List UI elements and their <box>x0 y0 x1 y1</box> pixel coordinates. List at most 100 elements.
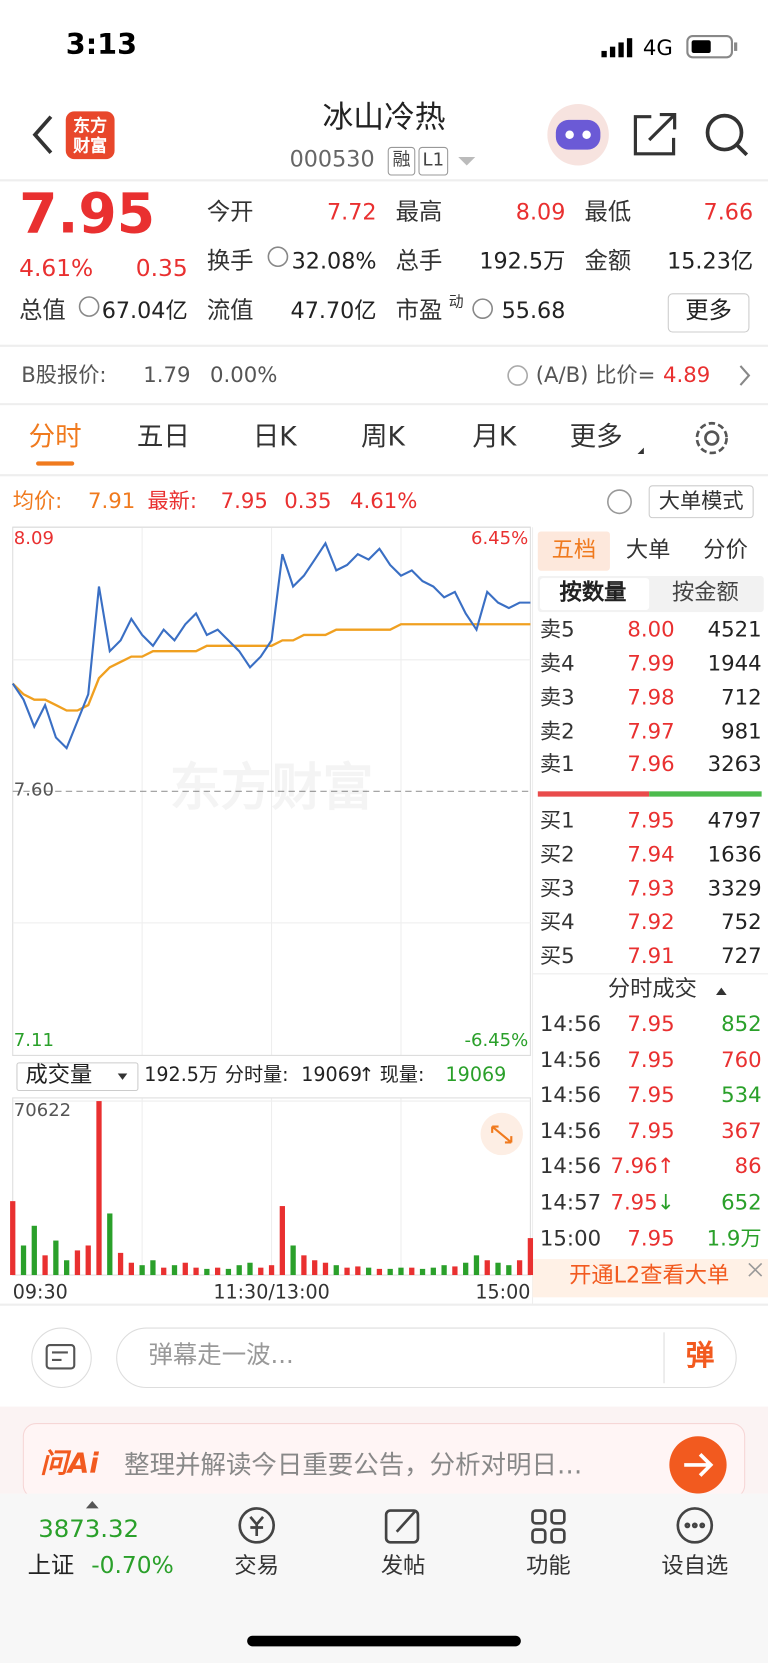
stat-value: 192.5万 <box>479 248 566 275</box>
trade-price: 7.95 <box>627 1010 675 1037</box>
volume-bar <box>387 1268 393 1276</box>
nav-item[interactable]: 设自选 <box>661 1553 729 1579</box>
trade-arrow: ↓ <box>656 1189 675 1215</box>
trade-price: 7.95 <box>627 1225 675 1251</box>
ai-prompt[interactable]: 整理并解读今日重要公告，分析对明日… <box>124 1449 583 1480</box>
ab-ratio: 4.89 <box>662 361 711 388</box>
stat-label: 总手 <box>395 248 443 275</box>
expand-button[interactable] <box>480 1112 523 1156</box>
danmaku-button[interactable]: 弹 <box>685 1339 715 1373</box>
trade-volume: 86 <box>734 1153 762 1179</box>
search-button[interactable] <box>705 113 749 157</box>
trades-title: 分时成交 <box>607 976 697 1002</box>
mode-button-text[interactable]: 大单模式 <box>658 487 744 514</box>
battery-icon <box>686 35 738 59</box>
stat-value: 32.08% <box>291 248 377 275</box>
more-button-text[interactable]: 更多 <box>685 297 732 325</box>
book-volume: 4521 <box>707 616 762 642</box>
b-share-price: 1.79 <box>143 361 191 388</box>
more-button[interactable] <box>667 293 750 333</box>
danmaku-settings[interactable] <box>31 1327 92 1389</box>
panel-mode[interactable]: 按金额 <box>671 579 739 606</box>
volume-bar <box>333 1265 339 1276</box>
volume-bar <box>409 1267 415 1276</box>
latest-pct: 4.61% <box>350 487 418 514</box>
volume-selector[interactable] <box>16 1062 139 1092</box>
panel-mode[interactable]: 按数量 <box>559 579 627 606</box>
latest-label: 最新: <box>147 487 198 514</box>
ai-go-button[interactable] <box>669 1436 727 1494</box>
book-price: 7.94 <box>627 841 675 867</box>
chart-tab[interactable]: 周K <box>360 421 405 453</box>
comment-input[interactable] <box>116 1327 737 1389</box>
nav-item[interactable]: 交易 <box>234 1553 279 1579</box>
chart-tab[interactable]: 分时 <box>28 421 82 453</box>
comment-placeholder[interactable]: 弹幕走一波... <box>148 1342 294 1370</box>
dropdown-icon[interactable] <box>458 156 476 166</box>
stat-label: 最低 <box>584 199 632 226</box>
logo-text: 东方财富 <box>73 115 108 156</box>
stat-label: 今开 <box>206 199 254 226</box>
chevron[interactable] <box>739 365 751 386</box>
total-volume: 192.5万 <box>144 1064 219 1087</box>
sell-strength <box>537 791 650 797</box>
info-icon <box>78 246 493 320</box>
mode-button[interactable] <box>648 485 754 519</box>
stock-name: 冰山冷热 <box>322 98 446 135</box>
volume-bar <box>10 1201 16 1276</box>
book-label: 卖4 <box>539 650 575 676</box>
buy-strength <box>649 791 762 797</box>
latest-change: 0.35 <box>284 487 332 514</box>
book-label: 买4 <box>539 909 575 935</box>
l2-banner-text[interactable]: 开通L2查看大单 <box>569 1262 730 1289</box>
l2-banner[interactable] <box>532 1259 768 1298</box>
volume-bar <box>182 1262 188 1276</box>
volume-bar <box>452 1266 458 1276</box>
b-share-pct: 0.00% <box>210 361 278 388</box>
volume-selector-text[interactable]: 成交量 <box>25 1062 93 1088</box>
stat-value: 7.72 <box>326 199 377 226</box>
volume-bar <box>279 1206 285 1276</box>
volume-bar <box>236 1265 242 1276</box>
chart-tab[interactable]: 日K <box>252 421 297 453</box>
book-price: 7.93 <box>627 875 675 901</box>
trade-time: 14:56 <box>539 1081 602 1108</box>
panel-tab[interactable]: 五档 <box>551 537 597 563</box>
book-volume: 752 <box>721 909 762 935</box>
stat-value: 55.68 <box>501 298 566 324</box>
help-icon[interactable] <box>607 489 632 515</box>
panel-tab[interactable]: 大单 <box>625 537 671 563</box>
stat-label: 总值 <box>19 297 66 325</box>
index-name: 上证 <box>27 1552 75 1580</box>
volume-bar <box>322 1262 329 1276</box>
assistant-avatar[interactable] <box>547 103 609 166</box>
volume-bar <box>419 1268 426 1276</box>
nav-item[interactable]: 发帖 <box>380 1553 426 1579</box>
panel-tab[interactable]: 分价 <box>703 537 748 563</box>
help-icon[interactable] <box>507 365 528 386</box>
nav-item[interactable]: 功能 <box>526 1553 571 1579</box>
volume-bar <box>463 1262 469 1276</box>
volume-bar <box>398 1267 404 1276</box>
home-indicator <box>247 1635 521 1647</box>
chart-tab[interactable]: 更多 <box>569 421 623 453</box>
tab-underline <box>36 461 75 466</box>
chart-tab[interactable]: 五日 <box>136 421 190 453</box>
stat-label: 金额 <box>584 248 632 275</box>
back-button[interactable] <box>32 115 53 154</box>
x-tick-label: 09:30 <box>12 1281 68 1304</box>
x-tick-label: 15:00 <box>475 1281 531 1304</box>
avg-label: 均价: <box>12 487 63 514</box>
settings-button[interactable] <box>695 421 728 455</box>
index-toggle[interactable] <box>85 1500 99 1509</box>
book-volume: 4797 <box>707 807 762 833</box>
trade-volume: 1.9万 <box>706 1225 762 1251</box>
share-button[interactable] <box>633 112 677 156</box>
period-volume-label: 分时量: <box>224 1064 289 1087</box>
book-price: 7.91 <box>627 943 675 969</box>
chart-tab[interactable]: 月K <box>472 421 517 453</box>
volume-bar <box>495 1262 501 1276</box>
volume-bar <box>365 1267 372 1276</box>
volume-bar <box>516 1260 523 1276</box>
close-icon[interactable] <box>748 1262 763 1277</box>
